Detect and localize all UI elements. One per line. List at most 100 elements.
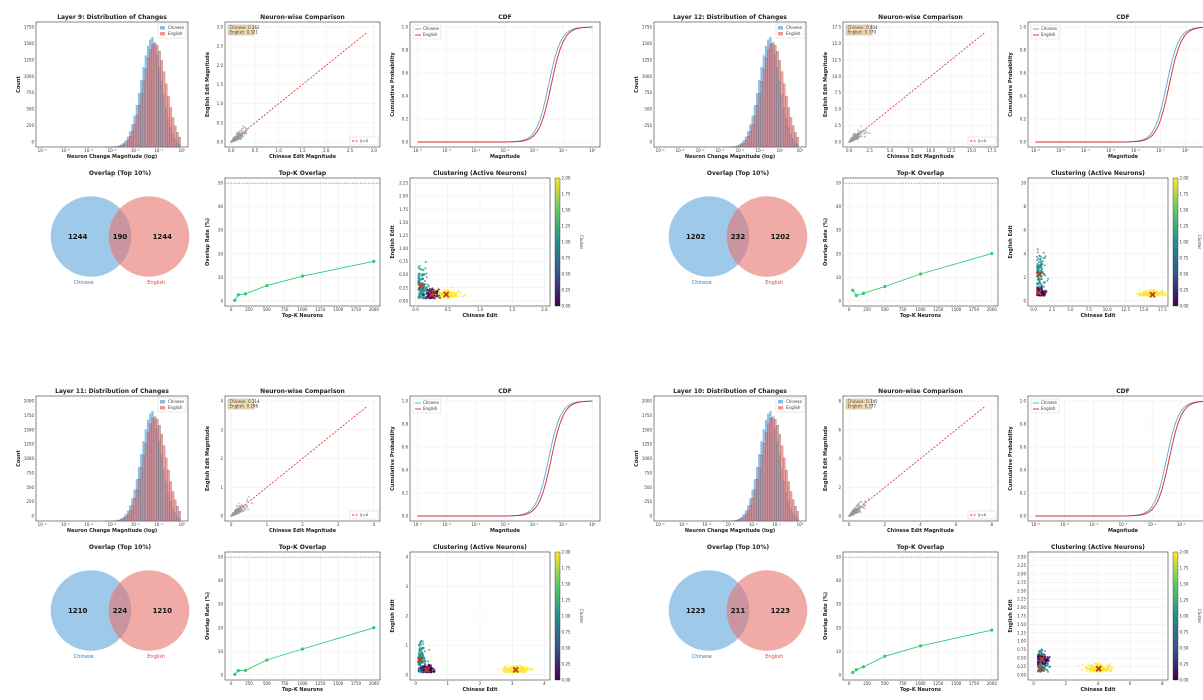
colorbar-tick-label: 1.50: [1180, 582, 1189, 587]
x-tick-label: 10.0: [926, 148, 935, 153]
x-tick-label: 10⁻⁶: [1031, 148, 1040, 153]
legend-box: [1030, 24, 1060, 40]
y-tick-label: 2.00: [1017, 605, 1026, 610]
y-axis-label: Cumulative Probability: [390, 52, 396, 117]
y-tick-label: 30: [218, 602, 224, 607]
cluster-point: [449, 294, 452, 297]
x-tick-label: 10⁻¹: [154, 522, 163, 527]
cdf-line-english: [1035, 401, 1203, 517]
x-tick-label: 10⁻³: [501, 148, 510, 153]
x-axis-label: Top-K Neurons: [282, 687, 323, 693]
cluster-point: [437, 288, 440, 291]
cdf-line-english: [417, 26, 593, 143]
x-axis-label: Chinese Edit: [462, 313, 498, 319]
x-tick-label: 10⁻⁶: [656, 148, 665, 153]
hist-bar-english: [796, 137, 799, 148]
hist-bar-english: [133, 124, 137, 148]
y-tick-label: 750: [644, 90, 652, 95]
y-tick-label: 0.6: [1020, 445, 1027, 450]
scatter-point: [861, 131, 864, 133]
stats-line: Chinese: 0.314: [230, 399, 261, 404]
cluster-point: [496, 668, 499, 671]
legend-swatch: [160, 26, 165, 30]
topk-point: [233, 672, 237, 677]
cluster-point: [452, 294, 455, 297]
cluster-point: [455, 293, 458, 296]
cluster-point: [1091, 666, 1094, 669]
topk-point: [851, 670, 855, 675]
cluster-point: [427, 663, 430, 666]
cluster-point: [434, 293, 437, 296]
cluster-point: [424, 287, 427, 290]
scatter-point: [863, 135, 866, 138]
scatter-point: [236, 505, 239, 508]
y-tick-label: 0: [649, 514, 652, 519]
subplot-title: Overlap (Top 10%): [89, 544, 151, 551]
x-tick-label: 2.5: [866, 148, 873, 153]
x-tick-label: 2: [884, 522, 887, 527]
cluster-point: [1036, 264, 1039, 267]
y-tick-label: 2.25: [399, 181, 408, 186]
y-tick-label: 0.00: [399, 298, 408, 303]
y-tick-label: 7.5: [835, 90, 842, 95]
y-tick-label: 17.5: [832, 25, 841, 30]
scatter-point: [236, 135, 239, 138]
y-tick-label: 0.00: [1017, 672, 1026, 677]
x-tick-label: 10⁻³: [108, 148, 117, 153]
topk-point: [265, 658, 269, 662]
x-tick-label: 500: [881, 307, 889, 312]
cluster-point: [1036, 248, 1039, 251]
y-axis-label: English Edit: [1008, 599, 1014, 633]
subplot-title: Clustering (Active Neurons): [1051, 170, 1145, 177]
x-tick-label: 10⁻³: [726, 522, 735, 527]
x-axis-label: Top-K Neurons: [900, 687, 941, 693]
x-tick-label: 1750: [351, 681, 362, 686]
cluster-point: [436, 292, 439, 295]
cluster-point: [430, 297, 433, 300]
colorbar-tick-label: 0.50: [562, 272, 571, 277]
cluster-point: [520, 670, 523, 673]
cluster-point: [522, 668, 525, 671]
cluster-point: [422, 665, 425, 668]
x-tick-label: 10⁻²: [749, 522, 758, 527]
cluster-point: [426, 295, 429, 298]
cluster-point: [423, 662, 426, 665]
cluster-point: [1084, 666, 1087, 669]
colorbar-tick-label: 1.75: [1180, 192, 1189, 197]
x-tick-label: 250: [863, 681, 871, 686]
legend-entry: English: [423, 406, 438, 411]
cluster-point: [1037, 278, 1040, 281]
x-tick-label: 10⁻⁴: [1089, 522, 1098, 527]
colorbar: [554, 551, 561, 681]
y-tick-label: 4: [405, 555, 408, 560]
scatter-point: [232, 139, 235, 142]
cluster-point: [436, 288, 439, 291]
cluster-point: [1040, 260, 1043, 263]
y-axis-label: English Edit: [390, 599, 396, 633]
cluster-point: [419, 653, 422, 656]
hist-bar-english: [118, 520, 121, 522]
y-tick-label: 15.0: [832, 41, 841, 46]
legend-entry: Chinese: [1041, 26, 1058, 31]
x-tick-label: 10⁻²: [1148, 522, 1157, 527]
y-tick-label: 50: [218, 555, 224, 560]
colorbar: [1172, 177, 1179, 307]
cluster-point: [421, 268, 424, 271]
y-tick-label: 8: [1023, 204, 1026, 209]
y-tick-label: 0.2: [402, 117, 409, 122]
colorbar-tick-label: 1.00: [1180, 240, 1189, 245]
scatter-point: [251, 502, 254, 505]
scatter-point: [860, 125, 862, 128]
cluster-point: [1044, 255, 1047, 258]
y-tick-label: 0.0: [217, 140, 224, 145]
cluster-point: [420, 274, 423, 277]
x-tick-label: 0.5: [445, 307, 452, 312]
y-tick-label: 2000: [642, 399, 653, 404]
x-tick-label: 2000: [369, 681, 380, 686]
scatter-point: [244, 130, 247, 133]
x-tick-label: 1500: [951, 681, 962, 686]
centroid-marker: [1095, 665, 1102, 672]
cluster-point: [1085, 667, 1088, 670]
cluster-point: [1105, 666, 1108, 669]
venn-right-label: English: [765, 280, 783, 286]
